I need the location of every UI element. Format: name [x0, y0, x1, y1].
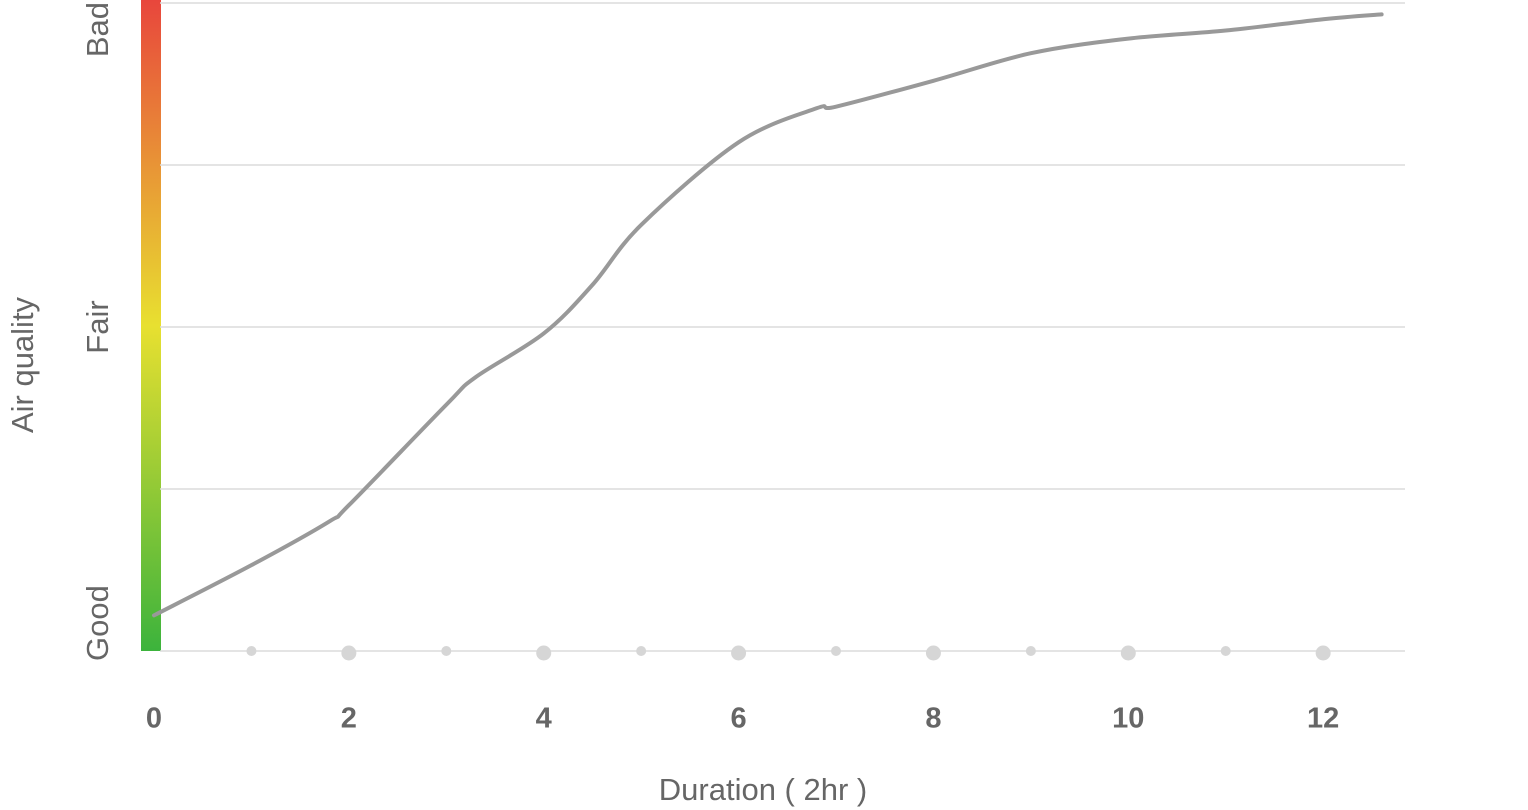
x-minor-tick-dot	[246, 646, 257, 656]
x-tick-label: 6	[731, 703, 747, 735]
x-tick-dot	[1315, 645, 1331, 661]
x-tick-label: 12	[1307, 703, 1339, 735]
x-tick-label: 2	[341, 703, 357, 735]
x-tick-label: 8	[925, 703, 941, 735]
y-tick-label: Fair	[80, 300, 115, 353]
x-axis-title: Duration ( 2hr )	[659, 772, 867, 807]
x-tick-dot	[536, 645, 552, 661]
x-minor-tick-dot	[636, 646, 647, 656]
x-tick-dot	[341, 645, 357, 661]
y-tick-label: Good	[80, 585, 115, 661]
x-minor-tick-dot	[831, 646, 842, 656]
y-axis-title: Air quality	[5, 296, 40, 433]
x-minor-tick-dot	[441, 646, 452, 656]
x-tick-dot	[925, 645, 941, 661]
x-tick-label: 4	[536, 703, 552, 735]
x-tick-dot	[731, 645, 747, 661]
data-line	[152, 12, 1384, 618]
x-tick-label: 10	[1112, 703, 1144, 735]
x-tick-label: 0	[146, 703, 162, 735]
y-tick-label: Bad	[80, 2, 115, 57]
x-tick-dot	[1120, 645, 1136, 661]
x-minor-tick-dot	[1220, 646, 1231, 656]
x-minor-tick-dot	[1025, 646, 1036, 656]
quality-colorbar	[141, 0, 161, 651]
